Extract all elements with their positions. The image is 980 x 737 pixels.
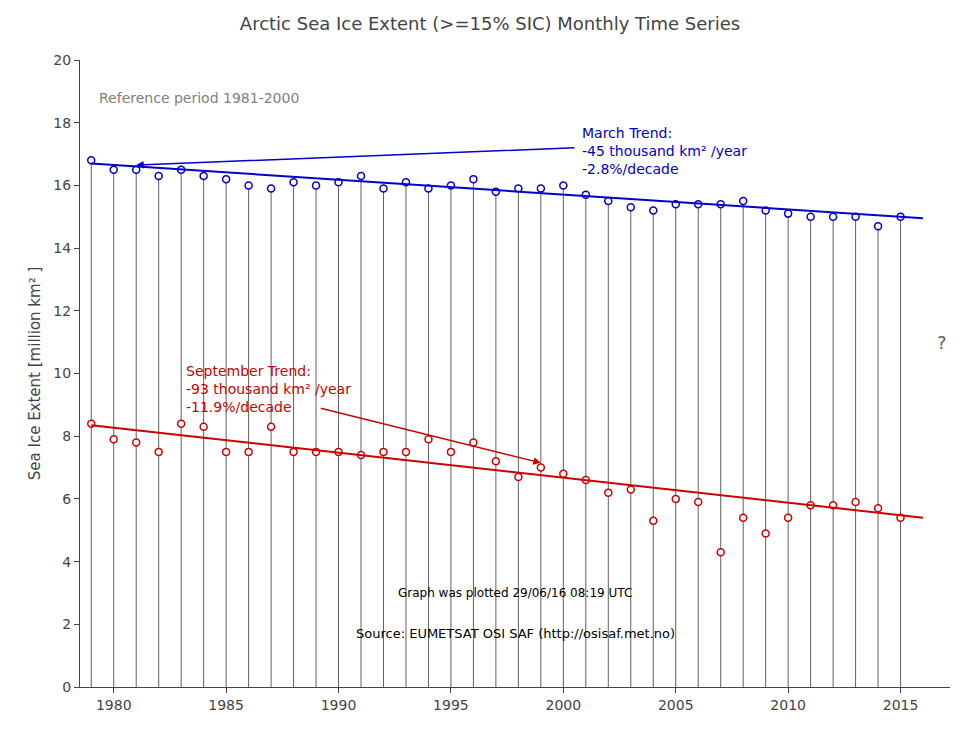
- svg-text:2000: 2000: [546, 697, 582, 713]
- svg-text:14: 14: [53, 240, 71, 256]
- svg-text:1985: 1985: [208, 697, 244, 713]
- svg-text:10: 10: [53, 365, 71, 381]
- svg-text:18: 18: [53, 115, 71, 131]
- svg-text:8: 8: [62, 428, 71, 444]
- svg-text:6: 6: [62, 491, 71, 507]
- svg-text:16: 16: [53, 177, 71, 193]
- svg-text:Graph was plotted 29/06/16 08:: Graph was plotted 29/06/16 08:19 UTC: [398, 586, 632, 600]
- svg-text:September Trend:-93 thousand k: September Trend:-93 thousand km² /year-1…: [186, 363, 351, 415]
- svg-text:1990: 1990: [321, 697, 357, 713]
- svg-text:Sea Ice Extent [million km² ]: Sea Ice Extent [million km² ]: [26, 267, 44, 481]
- svg-text:12: 12: [53, 303, 71, 319]
- svg-text:Reference period 1981-2000: Reference period 1981-2000: [99, 90, 299, 106]
- svg-text:1995: 1995: [433, 697, 469, 713]
- svg-text:2010: 2010: [770, 697, 806, 713]
- svg-text:March Trend:-45 thousand km² /: March Trend:-45 thousand km² /year-2.8%/…: [582, 125, 747, 177]
- svg-text:2: 2: [62, 616, 71, 632]
- svg-text:2005: 2005: [658, 697, 694, 713]
- svg-text:?: ?: [937, 332, 947, 353]
- svg-text:0: 0: [62, 679, 71, 695]
- svg-text:4: 4: [62, 554, 71, 570]
- svg-text:20: 20: [53, 52, 71, 68]
- svg-text:Source: EUMETSAT OSI SAF (http: Source: EUMETSAT OSI SAF (http://osisaf.…: [356, 626, 675, 641]
- svg-text:2015: 2015: [883, 697, 919, 713]
- svg-text:Arctic Sea Ice Extent (>=15% S: Arctic Sea Ice Extent (>=15% SIC) Monthl…: [240, 13, 740, 34]
- svg-text:1980: 1980: [96, 697, 132, 713]
